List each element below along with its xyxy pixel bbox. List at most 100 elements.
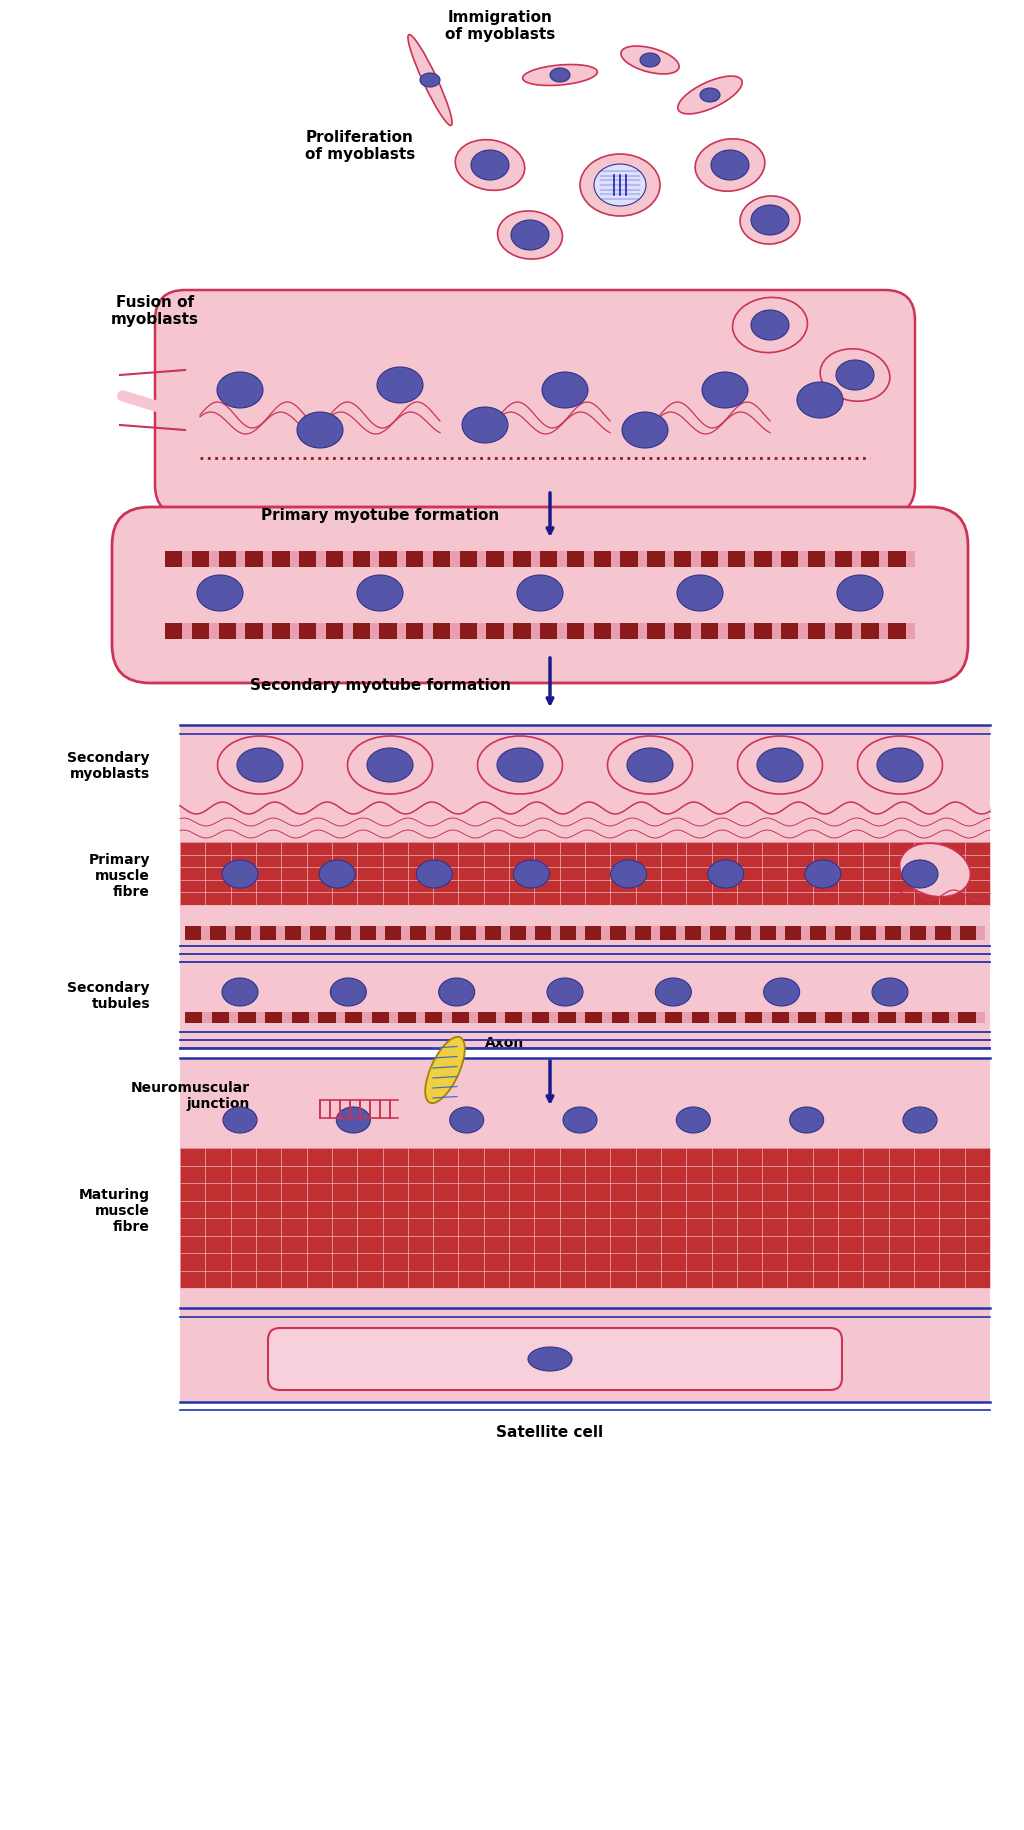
Ellipse shape	[594, 165, 646, 207]
Bar	[567, 551, 585, 567]
Bar	[185, 1012, 203, 1023]
Bar	[486, 624, 504, 640]
Bar	[478, 1012, 496, 1023]
Bar	[825, 1012, 843, 1023]
Bar	[318, 1012, 336, 1023]
Bar	[718, 1012, 735, 1023]
Bar	[627, 926, 635, 941]
Ellipse shape	[528, 1347, 572, 1371]
Bar	[327, 926, 335, 941]
Text: Primary
muscle
fibre: Primary muscle fibre	[88, 853, 150, 899]
Bar	[638, 551, 647, 567]
Bar	[760, 926, 776, 941]
Ellipse shape	[217, 373, 263, 408]
Bar	[799, 624, 808, 640]
Bar	[424, 551, 433, 567]
Bar	[776, 926, 785, 941]
Bar	[638, 1012, 655, 1023]
Bar	[826, 926, 835, 941]
Bar	[638, 624, 647, 640]
Bar	[896, 1012, 905, 1023]
Bar	[575, 1012, 585, 1023]
Text: Primary myotube formation: Primary myotube formation	[261, 509, 499, 523]
Ellipse shape	[547, 979, 583, 1007]
Bar	[905, 1012, 923, 1023]
Bar	[246, 551, 263, 567]
Bar	[655, 1012, 665, 1023]
Bar	[191, 624, 209, 640]
Bar	[861, 624, 879, 640]
Bar	[522, 1012, 531, 1023]
Bar	[852, 1012, 869, 1023]
Ellipse shape	[872, 979, 908, 1007]
Bar	[485, 926, 502, 941]
Bar	[203, 1012, 212, 1023]
Bar	[816, 1012, 825, 1023]
Ellipse shape	[425, 1038, 465, 1103]
Ellipse shape	[677, 576, 723, 611]
Ellipse shape	[751, 311, 790, 340]
Ellipse shape	[820, 350, 890, 403]
Bar	[835, 551, 852, 567]
Bar	[477, 624, 486, 640]
Bar	[385, 926, 401, 941]
Bar	[852, 624, 861, 640]
Ellipse shape	[622, 414, 668, 448]
Bar	[843, 1012, 852, 1023]
Bar	[452, 926, 460, 941]
Bar	[326, 624, 343, 640]
Bar	[790, 1012, 799, 1023]
Ellipse shape	[621, 48, 679, 75]
Bar	[709, 1012, 718, 1023]
Ellipse shape	[903, 1107, 937, 1133]
Bar	[510, 926, 526, 941]
Text: Fusion of
myoblasts: Fusion of myoblasts	[111, 295, 199, 328]
Bar	[976, 1012, 985, 1023]
Bar	[700, 551, 718, 567]
Bar	[335, 926, 351, 941]
Bar	[460, 926, 476, 941]
Bar	[665, 551, 674, 567]
Bar	[372, 1012, 389, 1023]
Bar	[781, 551, 799, 567]
Ellipse shape	[237, 748, 283, 783]
Bar	[551, 926, 560, 941]
Bar	[234, 926, 251, 941]
Bar	[202, 926, 210, 941]
Bar	[611, 624, 621, 640]
Text: Axon: Axon	[485, 1036, 524, 1049]
Bar	[226, 926, 234, 941]
Bar	[879, 624, 888, 640]
Bar	[825, 551, 835, 567]
Ellipse shape	[377, 368, 423, 404]
Text: Maturing
muscle
fibre: Maturing muscle fibre	[79, 1188, 150, 1233]
Ellipse shape	[902, 860, 938, 889]
Bar	[362, 1012, 372, 1023]
Ellipse shape	[627, 748, 673, 783]
Bar	[861, 551, 879, 567]
Bar	[901, 926, 910, 941]
Bar	[410, 926, 426, 941]
Ellipse shape	[607, 737, 692, 794]
Bar	[808, 551, 825, 567]
Ellipse shape	[655, 979, 691, 1007]
Bar	[530, 551, 540, 567]
Bar	[567, 624, 585, 640]
Bar	[727, 551, 744, 567]
Bar	[292, 1012, 309, 1023]
Bar	[496, 1012, 505, 1023]
Ellipse shape	[471, 150, 509, 181]
Bar	[379, 551, 396, 567]
Ellipse shape	[336, 1107, 371, 1133]
Bar	[621, 624, 638, 640]
Bar	[755, 624, 772, 640]
Bar	[665, 1012, 682, 1023]
Bar	[852, 551, 861, 567]
Ellipse shape	[899, 844, 971, 897]
Bar	[799, 1012, 816, 1023]
Bar	[951, 926, 959, 941]
Bar	[256, 1012, 265, 1023]
Bar	[343, 551, 352, 567]
Bar	[772, 624, 781, 640]
Bar	[345, 1012, 362, 1023]
